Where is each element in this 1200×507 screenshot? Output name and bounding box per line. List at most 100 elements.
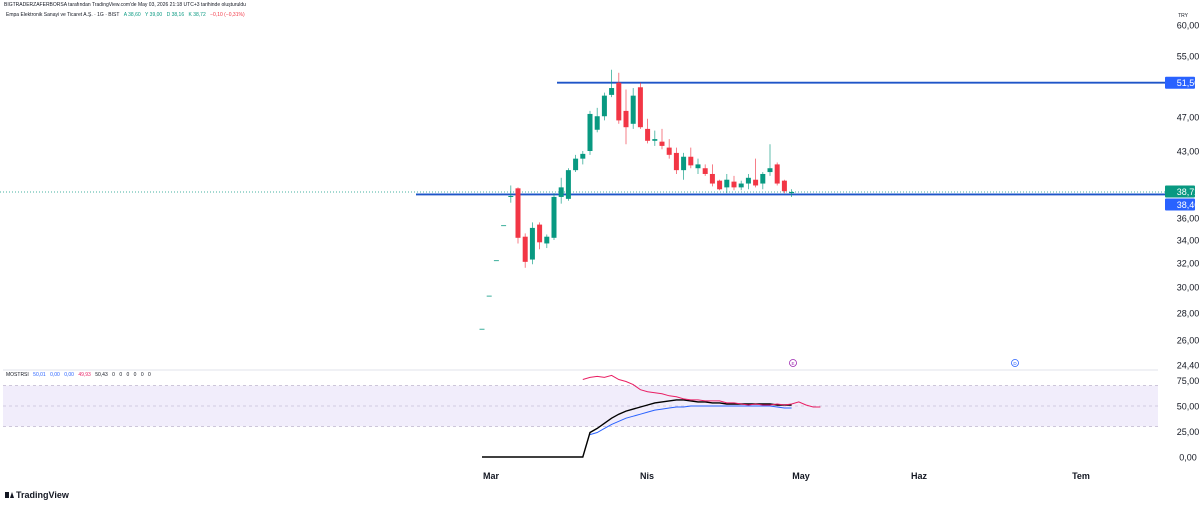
candle-body [529, 227, 535, 260]
candle-body [594, 116, 600, 130]
price-tick-label: 60,00 [1177, 21, 1200, 31]
candle-body [659, 141, 665, 146]
rsi-tick-label: 50,00 [1177, 402, 1200, 412]
price-tick-label: 28,00 [1177, 309, 1200, 319]
candle-body [681, 156, 687, 171]
candle-body [709, 173, 715, 184]
indicator-value: 0 [140, 372, 144, 378]
rsi-band-layer [3, 369, 1158, 427]
candle-body [645, 128, 651, 141]
high-value: Y 39,00 [145, 12, 163, 18]
time-axis[interactable]: Mar Nis May Haz Tem [483, 471, 1090, 481]
low-value: D 38,16 [166, 12, 185, 18]
price-tick-label: 36,00 [1177, 214, 1200, 224]
candle-body [781, 180, 787, 192]
candle-body [522, 236, 528, 262]
price-tick-label: 47,00 [1177, 113, 1200, 123]
candle-body [637, 87, 643, 128]
candle-body [623, 110, 629, 128]
event-marker[interactable] [1011, 359, 1019, 367]
indicator-value: 0 [119, 372, 123, 378]
candle-body [508, 195, 514, 197]
candle-body [688, 156, 694, 166]
candle-body [738, 183, 744, 188]
candle-body [652, 139, 658, 141]
price-axis-badge-label: 38,72 [1177, 187, 1200, 197]
indicator-series-line [582, 374, 821, 408]
rsi-tick-label: 0,00 [1179, 453, 1197, 463]
time-tick-label: Haz [911, 471, 928, 481]
candle-body [551, 196, 557, 238]
candle-body [609, 88, 615, 95]
price-axis[interactable]: 60,00 55,00 51,50 47,00 43,00 38,72 38,46 36,00… [1165, 21, 1199, 371]
time-tick-label: Tem [1072, 471, 1090, 481]
open-value: A 38,60 [123, 12, 141, 18]
indicator-value: 50,43 [95, 372, 108, 378]
price-tick-label: 43,00 [1177, 147, 1200, 157]
indicator-value: 0 [148, 372, 151, 378]
rsi-tick-label: 75,00 [1177, 376, 1200, 386]
price-tick-label: 26,00 [1177, 336, 1200, 346]
rsi-tick-label: 25,00 [1177, 427, 1200, 437]
chart-watermark: BIGTRADERZAFERBORSA tarafından TradingVi… [4, 2, 246, 8]
price-axis-badge [1165, 198, 1195, 211]
tradingview-logo: TradingView [5, 490, 69, 500]
candle-body [515, 188, 521, 238]
indicator-legend: MOSTRSI 50,01 0,00 0,00 49,93 50,43 0 0 … [6, 372, 154, 378]
candle-body [789, 191, 795, 194]
candle-body [774, 164, 780, 184]
candle-body [702, 168, 708, 174]
currency-label: TRY [1178, 13, 1188, 19]
rsi-lines-layer [482, 374, 821, 458]
candle-body [673, 152, 679, 171]
candle-body [565, 170, 571, 199]
event-marker-label: D [1013, 361, 1017, 366]
indicator-value: 0,00 [64, 372, 74, 378]
symbol-name[interactable]: Empa Elektronik Sanayi ve Ticaret A.Ş. ·… [6, 12, 120, 18]
tradingview-brand: TradingView [16, 490, 69, 500]
indicator-value: 0 [133, 372, 137, 378]
indicator-value: 50,01 [33, 372, 46, 378]
indicator-value: 0 [112, 372, 115, 378]
price-tick-label: 32,00 [1177, 259, 1200, 269]
candle-body [760, 173, 766, 184]
indicator-value: 49,93 [78, 372, 91, 378]
price-tick-label: 55,00 [1177, 52, 1200, 62]
event-marker[interactable] [789, 359, 797, 367]
candle-body [587, 113, 593, 151]
change-value: −0,10 (−0,31%) [210, 12, 245, 18]
candle-body [753, 179, 759, 186]
indicator-series-line [589, 405, 792, 436]
candle-body [630, 95, 636, 124]
price-axis-badge-label: 51,50 [1177, 78, 1200, 88]
indicator-value: 0 [126, 372, 130, 378]
rsi-axis[interactable]: 75,00 50,00 25,00 0,00 [1177, 376, 1200, 463]
indicator-name[interactable]: MOSTRSI [6, 372, 29, 378]
candle-body [745, 177, 751, 184]
candle-body [537, 224, 543, 243]
candle-body [580, 153, 586, 159]
tradingview-logo-icon [5, 492, 14, 498]
candle-body [666, 147, 672, 155]
price-tick-label: 30,00 [1177, 283, 1200, 293]
price-axis-badge [1165, 185, 1195, 198]
candle-body [616, 82, 622, 121]
candle-body [724, 179, 730, 188]
time-tick-label: Mar [483, 471, 500, 481]
candle-body [601, 95, 607, 117]
candles-layer [0, 69, 1165, 330]
price-axis-badge [1165, 76, 1195, 89]
candle-body [731, 181, 737, 188]
candle-body [573, 158, 579, 171]
candle-body [544, 236, 550, 244]
event-marker-label: E [791, 361, 794, 366]
candle-body [695, 164, 701, 169]
candle-body [767, 168, 773, 173]
time-tick-label: Nis [640, 471, 654, 481]
price-tick-label: 34,00 [1177, 236, 1200, 246]
time-tick-label: May [792, 471, 810, 481]
price-axis-badge-label: 38,46 [1177, 200, 1200, 210]
close-value: K 38,72 [188, 12, 206, 18]
